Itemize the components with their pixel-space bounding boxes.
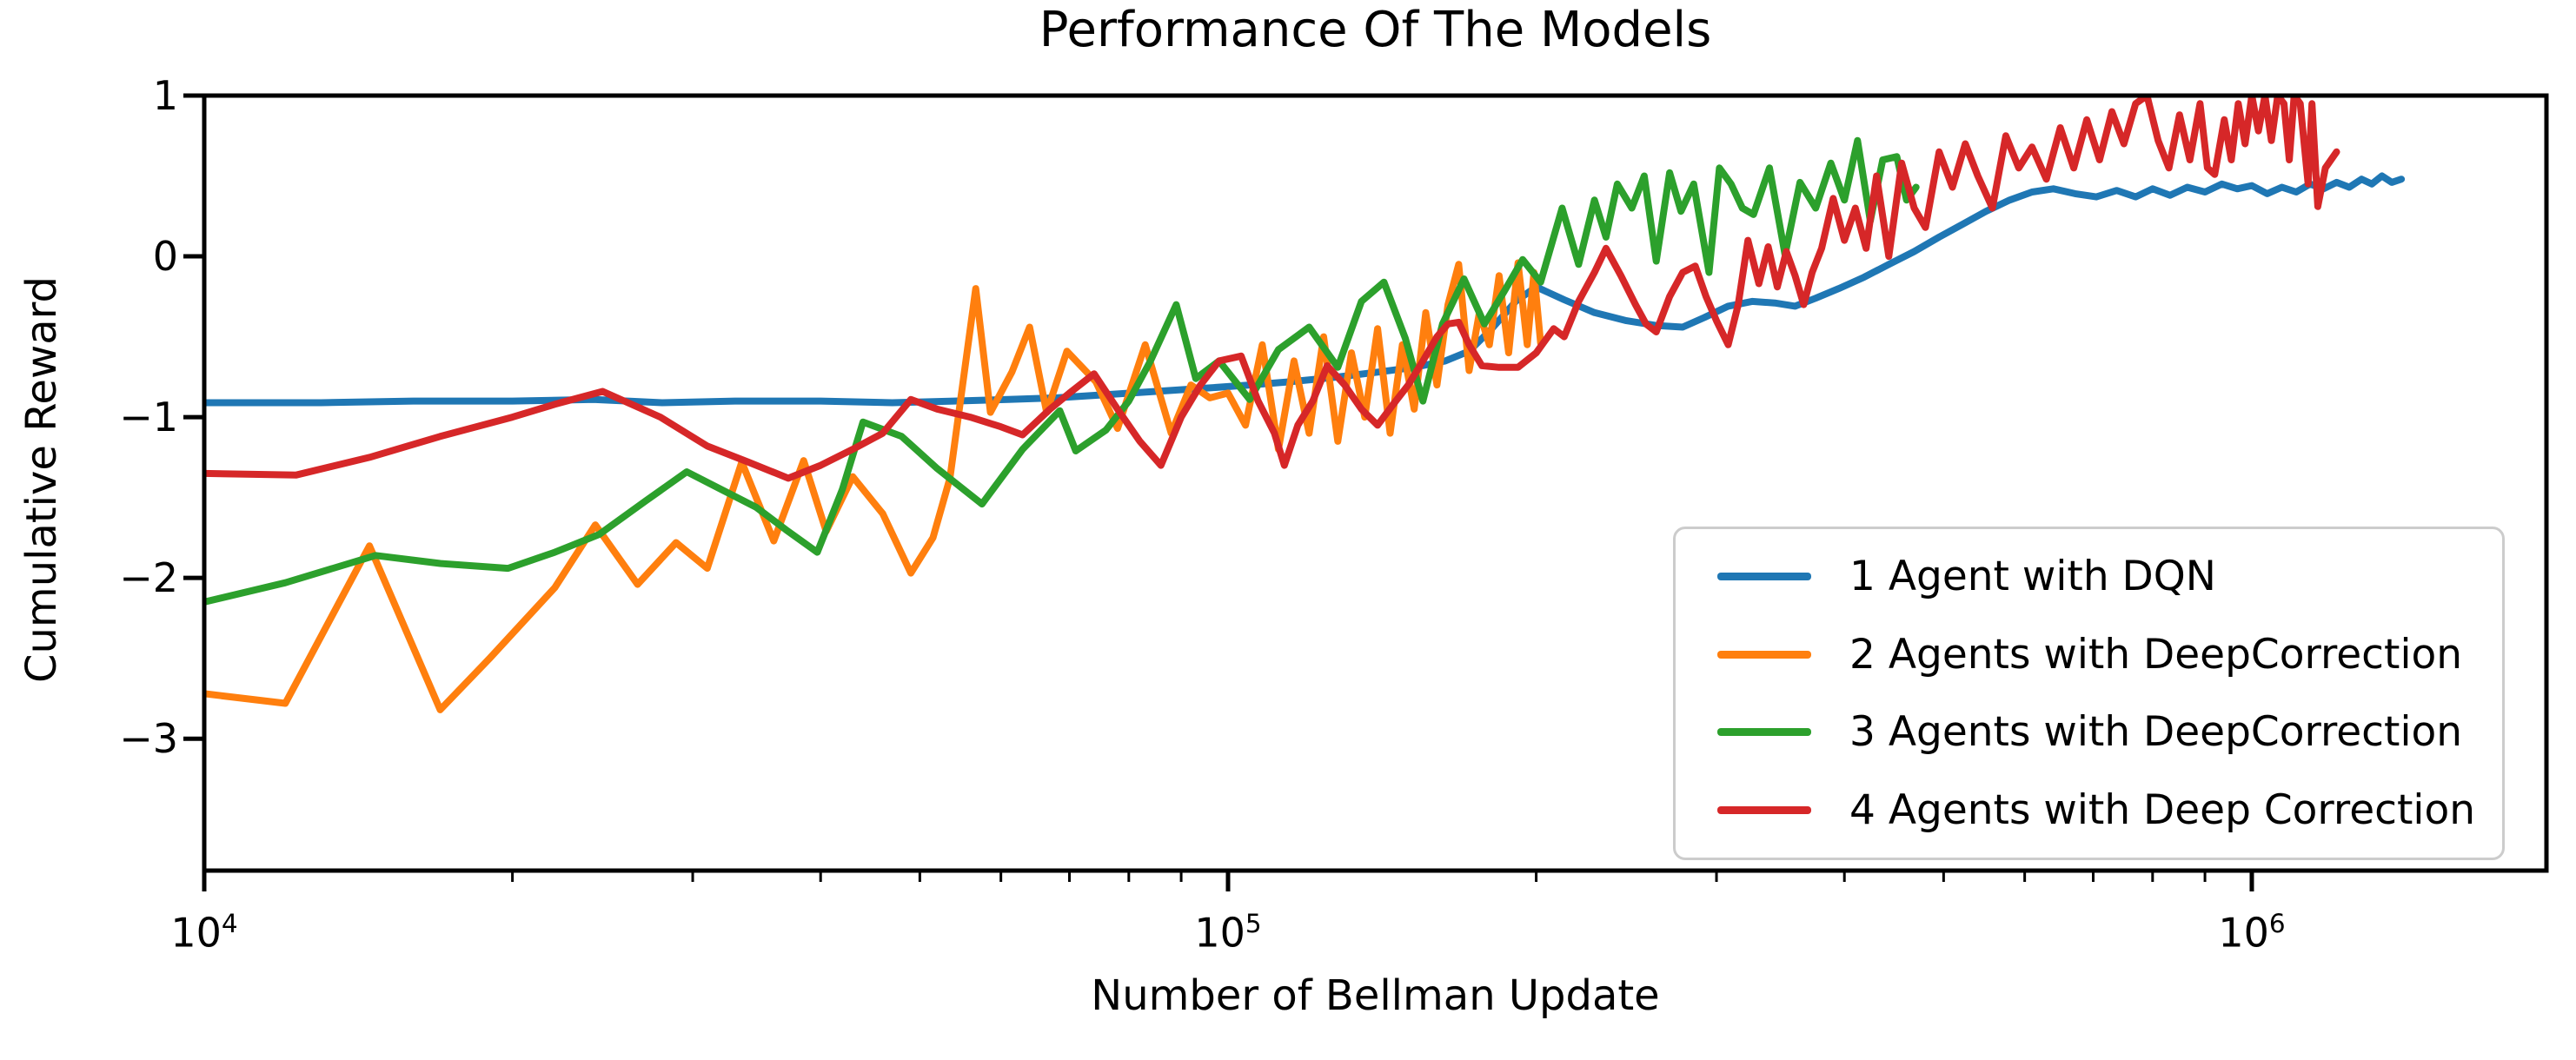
y-tick-label: −3: [119, 715, 178, 763]
plot-frame: [202, 93, 2549, 873]
series-line-2: [204, 259, 1544, 713]
x-tick-label: 105: [1194, 909, 1262, 957]
chart-title: Performance Of The Models: [1039, 2, 1712, 58]
legend-label: 4 Agents with Deep Correction: [1849, 785, 2475, 834]
legend-swatch: [1717, 728, 1811, 737]
series-line-1: [204, 172, 2406, 407]
legend-item: 2 Agents with DeepCorrection: [1717, 631, 2493, 679]
y-tick-label: 1: [152, 72, 178, 119]
series-line-4: [204, 96, 2340, 482]
series-line-3: [204, 136, 1920, 606]
legend-swatch: [1717, 650, 1811, 659]
y-tick-label: 0: [152, 233, 178, 281]
legend-item: 1 Agent with DQN: [1717, 553, 2493, 600]
legend-item: 3 Agents with DeepCorrection: [1717, 708, 2493, 756]
legend-label: 1 Agent with DQN: [1849, 553, 2216, 601]
legend-item: 4 Agents with Deep Correction: [1717, 786, 2493, 834]
legend-label: 2 Agents with DeepCorrection: [1849, 630, 2463, 679]
y-tick-label: −1: [119, 394, 178, 441]
x-axis-label: Number of Bellman Update: [1091, 971, 1660, 1020]
legend: 1 Agent with DQN 2 Agents with DeepCorrec…: [1673, 527, 2505, 860]
x-tick-label: 104: [170, 909, 238, 957]
legend-label: 3 Agents with DeepCorrection: [1849, 708, 2463, 757]
y-tick-label: −2: [119, 554, 178, 602]
legend-swatch: [1717, 573, 1811, 581]
legend-swatch: [1717, 805, 1811, 814]
x-tick-label: 106: [2218, 909, 2286, 957]
